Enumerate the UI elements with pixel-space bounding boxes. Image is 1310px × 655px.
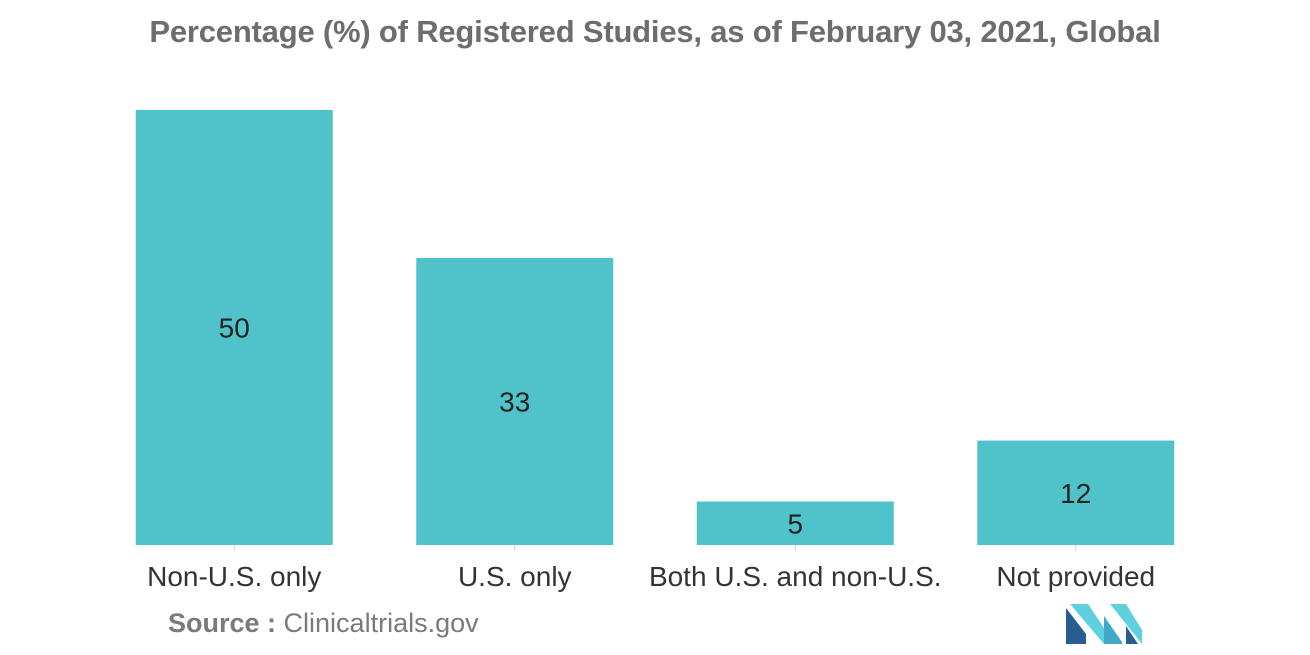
data-label-0: 50 xyxy=(219,313,250,344)
x-tick-label-2: Both U.S. and non-U.S. xyxy=(649,561,942,592)
chart-title: Percentage (%) of Registered Studies, as… xyxy=(149,14,1161,49)
bar-0 xyxy=(135,110,333,545)
mordor-intelligence-logo-icon xyxy=(1066,604,1142,644)
bar-1 xyxy=(416,257,614,545)
x-tick-label-0: Non-U.S. only xyxy=(147,561,321,592)
bar-3 xyxy=(977,440,1175,545)
source-text: Clinicaltrials.gov xyxy=(283,608,479,638)
labels-layer: 50 Non-U.S. only 33 U.S. only 5 Both U.S. and… xyxy=(147,313,1155,593)
data-label-1: 33 xyxy=(499,386,530,417)
x-tick-label-1: U.S. only xyxy=(458,561,572,592)
data-label-3: 12 xyxy=(1060,478,1091,509)
data-label-2: 5 xyxy=(787,508,803,539)
source-note: Source : Clinicaltrials.gov xyxy=(168,608,479,639)
source-label: Source : xyxy=(168,608,277,638)
x-tick-label-3: Not provided xyxy=(996,561,1155,592)
bars-layer xyxy=(135,110,1175,545)
bar-2 xyxy=(696,501,894,545)
